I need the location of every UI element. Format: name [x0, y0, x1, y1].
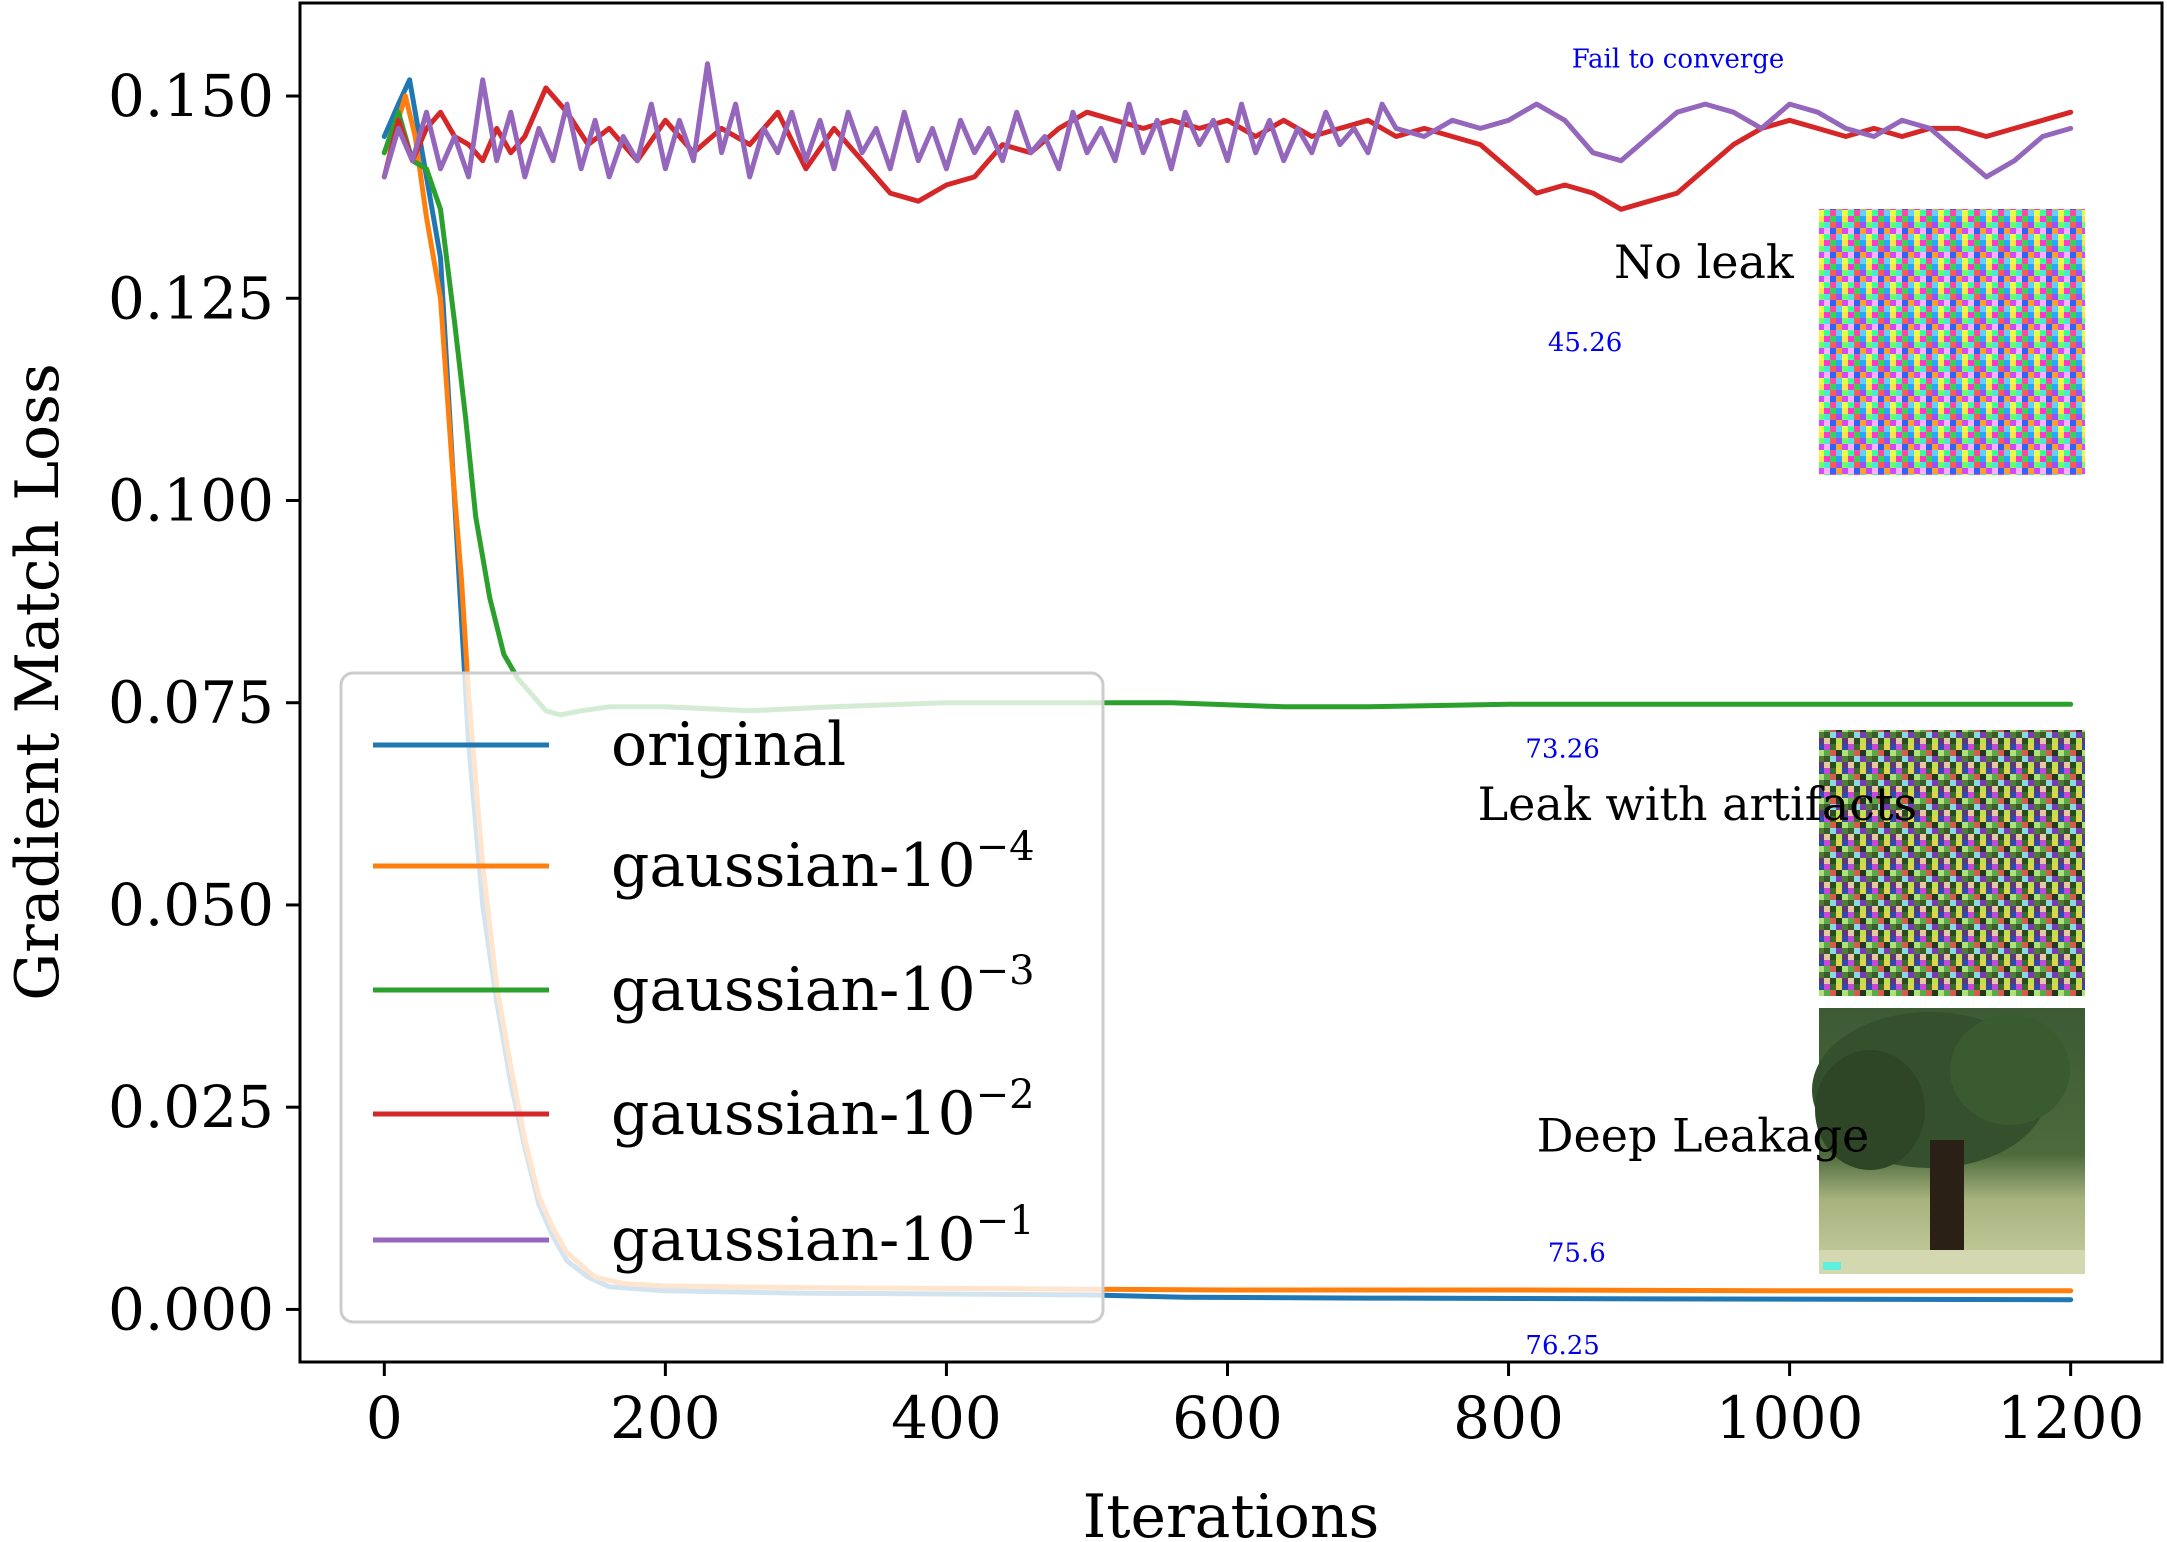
- legend-box: [339, 671, 1105, 1324]
- legend-label: gaussian-10−4: [611, 824, 1035, 901]
- thumbnail-no-leak: [1819, 209, 2085, 475]
- legend-label: gaussian-10−3: [611, 948, 1035, 1025]
- annotation-val-73: 73.26: [1525, 735, 1599, 765]
- annotation-no-leak: No leak: [1614, 235, 1795, 289]
- annotation-val-45: 45.26: [1548, 328, 1622, 358]
- y-tick-label: 0.100: [108, 466, 274, 534]
- y-axis-label: Gradient Match Loss: [3, 363, 73, 1001]
- annotation-fail: Fail to converge: [1572, 45, 1785, 75]
- x-tick-label: 1200: [1997, 1384, 2145, 1452]
- legend-label: gaussian-10−1: [611, 1198, 1035, 1275]
- annotation-leak-artifacts: Leak with artifacts: [1478, 777, 1917, 831]
- y-tick-label: 0.000: [108, 1275, 274, 1343]
- annotation-deep-leakage: Deep Leakage: [1537, 1109, 1870, 1163]
- y-tick-label: 0.150: [108, 62, 274, 130]
- y-tick-label: 0.125: [108, 264, 274, 332]
- annotation-val-7625: 76.25: [1525, 1331, 1599, 1361]
- x-axis: 0 200 400 600 800 1000 1200: [366, 1362, 2145, 1452]
- y-tick-label: 0.050: [108, 871, 274, 939]
- x-tick-label: 0: [366, 1384, 403, 1452]
- x-tick-label: 600: [1172, 1384, 1283, 1452]
- legend-label: original: [611, 710, 846, 780]
- series-line-2: [381, 109, 2074, 718]
- y-axis: 0.000 0.025 0.050 0.075 0.100 0.125 0.150: [108, 62, 300, 1343]
- thumbnail-leak-with-artifacts: [1819, 730, 2085, 996]
- y-tick-label: 0.025: [108, 1073, 274, 1141]
- x-tick-label: 400: [891, 1384, 1002, 1452]
- annotation-val-756: 75.6: [1548, 1239, 1606, 1269]
- x-tick-label: 800: [1453, 1384, 1564, 1452]
- x-axis-label: Iterations: [1083, 1482, 1380, 1542]
- legend-label: gaussian-10−2: [611, 1072, 1035, 1149]
- x-tick-label: 200: [610, 1384, 721, 1452]
- plot-frame: [298, 1, 2164, 1364]
- thumbnail-deep-leakage: [1812, 1008, 2085, 1274]
- legend: original gaussian-10−4 gaussian-10−3 gaussi…: [339, 671, 1105, 1324]
- series-line-3: [381, 85, 2074, 212]
- x-tick-label: 1000: [1716, 1384, 1864, 1452]
- annotation-layer: Fail to converge No leak 45.26 73.26 Leak wi…: [1478, 45, 1917, 1361]
- series-line-4: [381, 61, 2074, 180]
- y-tick-label: 0.075: [108, 669, 274, 737]
